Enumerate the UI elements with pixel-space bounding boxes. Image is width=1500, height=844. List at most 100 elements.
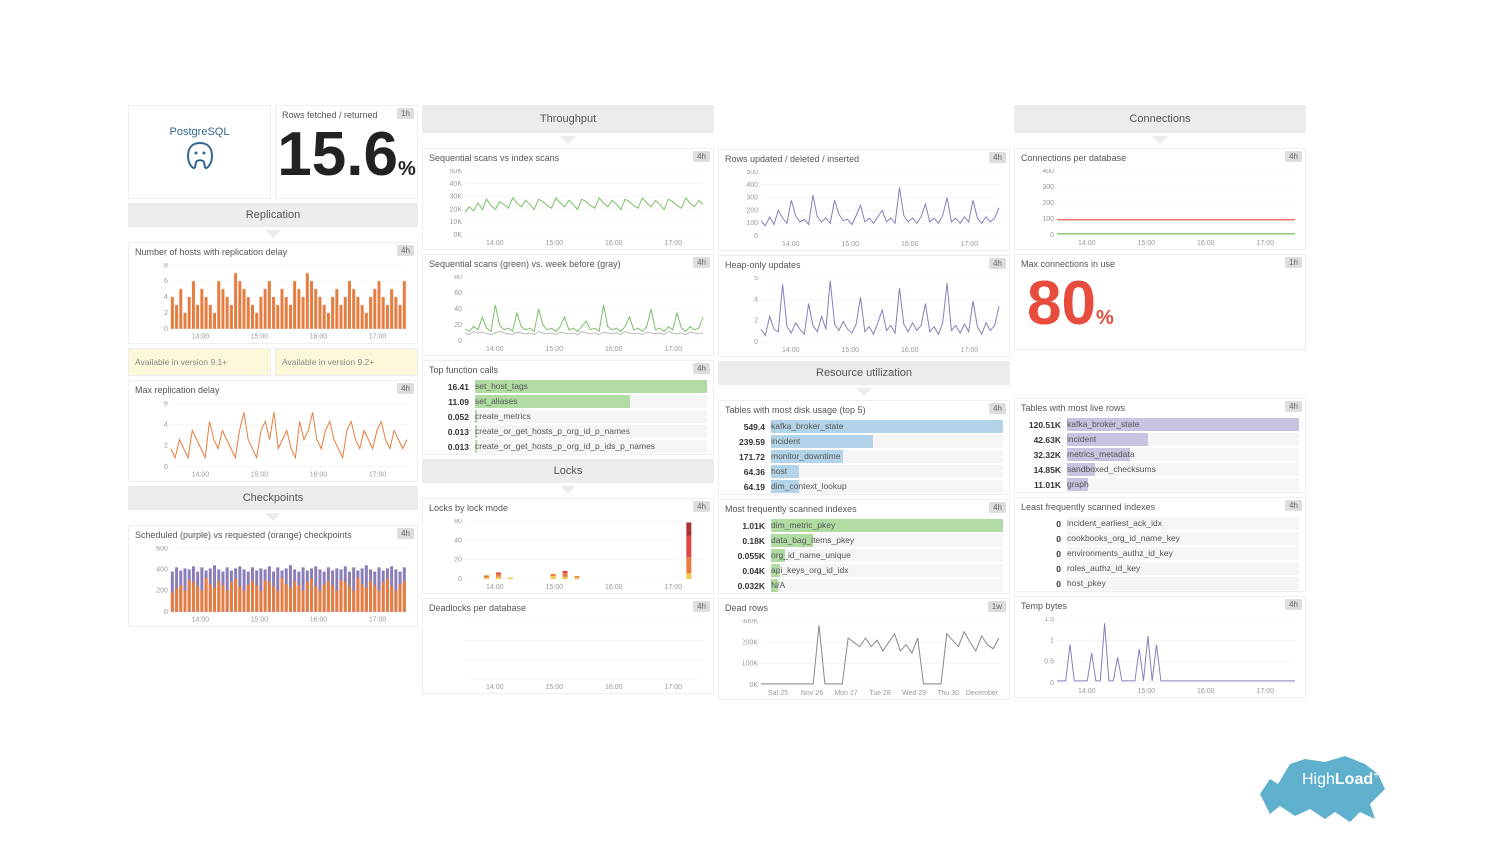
svg-text:400: 400 — [746, 182, 758, 189]
svg-text:200: 200 — [746, 207, 758, 214]
svg-text:16:00: 16:00 — [605, 240, 623, 247]
list-item[interactable]: 239.59incident — [719, 434, 1009, 449]
svg-text:17:00: 17:00 — [369, 472, 387, 479]
svg-text:4: 4 — [164, 294, 168, 301]
max-replication-delay-chart[interactable]: Max replication delay 4h 024614:0015:001… — [128, 380, 418, 482]
svg-text:40: 40 — [454, 537, 462, 544]
svg-text:14:00: 14:00 — [1078, 688, 1096, 695]
svg-text:15:00: 15:00 — [1137, 240, 1155, 247]
list-item[interactable]: 0.18Kdata_bag_items_pkey — [719, 533, 1009, 548]
least-scanned-list[interactable]: Least frequently scanned indexes 4h 0inc… — [1014, 497, 1306, 592]
svg-text:Nov 26: Nov 26 — [801, 690, 823, 697]
locks-chart[interactable]: Locks by lock mode 4h 020408014:0015:001… — [422, 498, 714, 594]
svg-text:15:00: 15:00 — [545, 684, 563, 691]
list-item[interactable]: 0incident_earliest_ack_idx — [1015, 516, 1305, 531]
checkpoints-header: Checkpoints — [128, 486, 418, 510]
svg-text:15:00: 15:00 — [251, 334, 269, 341]
list-item[interactable]: 0.013create_or_get_hosts_p_org_id_p_ids_… — [423, 439, 713, 454]
connections-db-chart[interactable]: Connections per database 4h 010020030040… — [1014, 148, 1306, 250]
svg-text:0.5: 0.5 — [1044, 659, 1054, 666]
svg-text:4: 4 — [754, 296, 758, 303]
list-item[interactable]: 64.19dim_context_lookup — [719, 479, 1009, 494]
svg-text:0: 0 — [458, 576, 462, 583]
disk-usage-list[interactable]: Tables with most disk usage (top 5) 4h 5… — [718, 400, 1010, 495]
svg-text:December: December — [966, 690, 999, 697]
svg-text:10K: 10K — [450, 219, 463, 226]
svg-text:16:00: 16:00 — [310, 617, 328, 624]
svg-text:Sat 25: Sat 25 — [768, 690, 788, 697]
svg-text:6: 6 — [164, 401, 168, 407]
list-item[interactable]: 16.41set_host_tags — [423, 379, 713, 394]
list-item[interactable]: 0environments_authz_id_key — [1015, 546, 1305, 561]
svg-text:80: 80 — [454, 275, 462, 281]
list-item[interactable]: 64.36host — [719, 464, 1009, 479]
svg-text:14:00: 14:00 — [782, 241, 800, 248]
svg-text:50K: 50K — [450, 169, 463, 175]
svg-text:17:00: 17:00 — [960, 241, 978, 248]
list-item[interactable]: 0.032KN/A — [719, 578, 1009, 593]
svg-text:8: 8 — [164, 263, 168, 269]
seq-week-chart[interactable]: Sequential scans (green) vs. week before… — [422, 254, 714, 356]
svg-text:100: 100 — [1042, 216, 1054, 223]
live-rows-list[interactable]: Tables with most live rows 4h 120.51Kkaf… — [1014, 398, 1306, 493]
svg-text:100K: 100K — [743, 661, 758, 668]
replication-header: Replication — [128, 203, 418, 227]
list-item[interactable]: 14.85Ksandboxed_checksums — [1015, 462, 1305, 477]
svg-text:2: 2 — [164, 443, 168, 450]
list-item[interactable]: 0cookbooks_org_id_name_key — [1015, 531, 1305, 546]
svg-text:400: 400 — [156, 566, 168, 573]
svg-text:0: 0 — [1050, 232, 1054, 239]
connections-header: Connections — [1014, 105, 1306, 133]
version-92: Available in version 9.2+ — [275, 348, 418, 376]
svg-text:14:00: 14:00 — [486, 346, 504, 353]
svg-text:0: 0 — [754, 339, 758, 346]
list-item[interactable]: 120.51Kkafka_broker_state — [1015, 417, 1305, 432]
scanned-indexes-list[interactable]: Most frequently scanned indexes 4h 1.01K… — [718, 499, 1010, 594]
svg-text:20K: 20K — [450, 206, 463, 213]
svg-text:15:00: 15:00 — [545, 346, 563, 353]
svg-text:100: 100 — [746, 220, 758, 227]
svg-text:80: 80 — [454, 519, 462, 525]
svg-text:17:00: 17:00 — [960, 347, 978, 354]
svg-text:0: 0 — [754, 233, 758, 240]
heap-only-chart[interactable]: Heap-only updates 4h 024514:0015:0016:00… — [718, 255, 1010, 357]
svg-text:4: 4 — [164, 421, 168, 428]
highload-logo: HighLoad++ — [1240, 734, 1400, 824]
list-item[interactable]: 0host_pkey — [1015, 576, 1305, 591]
list-item[interactable]: 11.01Kgraph — [1015, 477, 1305, 492]
svg-text:16:00: 16:00 — [605, 346, 623, 353]
dead-rows-chart[interactable]: Dead rows 1w 0K100K200K300KSat 25Nov 26M… — [718, 598, 1010, 700]
svg-text:0: 0 — [164, 326, 168, 333]
list-item[interactable]: 0.013create_or_get_hosts_p_org_id_p_name… — [423, 424, 713, 439]
list-item[interactable]: 0roles_authz_id_key — [1015, 561, 1305, 576]
svg-text:15:00: 15:00 — [841, 241, 859, 248]
svg-text:20: 20 — [454, 557, 462, 564]
list-item[interactable]: 1.01Kdim_metric_pkey — [719, 518, 1009, 533]
rows-updated-chart[interactable]: Rows updated / deleted / inserted 4h 010… — [718, 149, 1010, 251]
deadlocks-chart[interactable]: Deadlocks per database 4h 14:0015:0016:0… — [422, 598, 714, 694]
list-item[interactable]: 11.09set_aliases — [423, 394, 713, 409]
list-item[interactable]: 0.052create_metrics — [423, 409, 713, 424]
max-connections-kpi: Max connections in use 1h 80% — [1014, 254, 1306, 350]
replication-delay-chart[interactable]: Number of hosts with replication delay 4… — [128, 242, 418, 344]
checkpoints-chart[interactable]: Scheduled (purple) vs requested (orange)… — [128, 525, 418, 627]
svg-text:14:00: 14:00 — [486, 240, 504, 247]
svg-text:14:00: 14:00 — [192, 617, 210, 624]
svg-text:6: 6 — [164, 278, 168, 285]
list-item[interactable]: 0.055Korg_id_name_unique — [719, 548, 1009, 563]
svg-text:1: 1 — [1050, 637, 1054, 644]
seq-idx-scan-chart[interactable]: Sequential scans vs index scans 4h 0K10K… — [422, 148, 714, 250]
svg-text:17:00: 17:00 — [369, 334, 387, 341]
svg-text:0: 0 — [164, 609, 168, 616]
list-item[interactable]: 32.32Kmetrics_metadata — [1015, 447, 1305, 462]
svg-text:16:00: 16:00 — [310, 334, 328, 341]
top-function-calls[interactable]: Top function calls 4h 16.41set_host_tags… — [422, 360, 714, 455]
temp-bytes-chart[interactable]: Temp bytes 4h 00.511.514:0015:0016:0017:… — [1014, 596, 1306, 698]
list-item[interactable]: 549.4kafka_broker_state — [719, 419, 1009, 434]
svg-text:17:00: 17:00 — [664, 584, 682, 591]
svg-text:14:00: 14:00 — [486, 584, 504, 591]
list-item[interactable]: 171.72monitor_downtime — [719, 449, 1009, 464]
kpi-rows-fetched: Rows fetched / returned 1h 15.6% — [275, 105, 418, 199]
list-item[interactable]: 42.63Kincident — [1015, 432, 1305, 447]
list-item[interactable]: 0.04Kapi_keys_org_id_idx — [719, 563, 1009, 578]
